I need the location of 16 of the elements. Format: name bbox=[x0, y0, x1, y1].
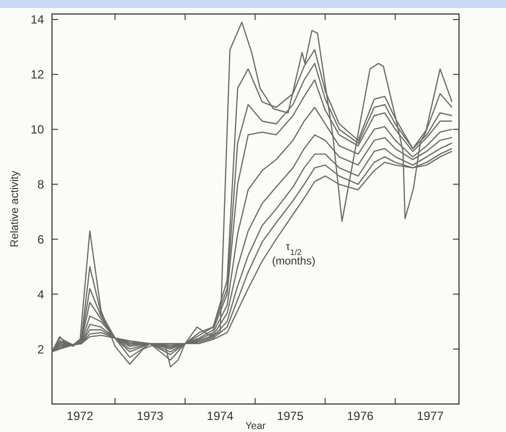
x-tick-label: 1973 bbox=[136, 409, 164, 423]
x-axis-title: Year bbox=[245, 421, 266, 432]
y-tick-label: 4 bbox=[37, 287, 44, 302]
y-tick-label: 6 bbox=[37, 232, 44, 246]
x-tick-label: 1975 bbox=[276, 409, 304, 423]
y-tick-label: 8 bbox=[37, 177, 44, 192]
y-tick-label: 2 bbox=[37, 342, 44, 356]
y-axis-title: Relative activity bbox=[9, 170, 21, 248]
y-tick-label: 14 bbox=[30, 12, 44, 27]
annotation: τ$_{1/2}$ (months) bbox=[272, 241, 316, 268]
x-tick-label: 1972 bbox=[66, 409, 94, 423]
x-tick-label: 1976 bbox=[346, 409, 374, 423]
y-tick-label: 12 bbox=[30, 68, 44, 82]
y-tick-label: 10 bbox=[30, 122, 44, 137]
x-tick-label: 1977 bbox=[416, 409, 444, 423]
x-tick-label: 1974 bbox=[206, 409, 234, 423]
